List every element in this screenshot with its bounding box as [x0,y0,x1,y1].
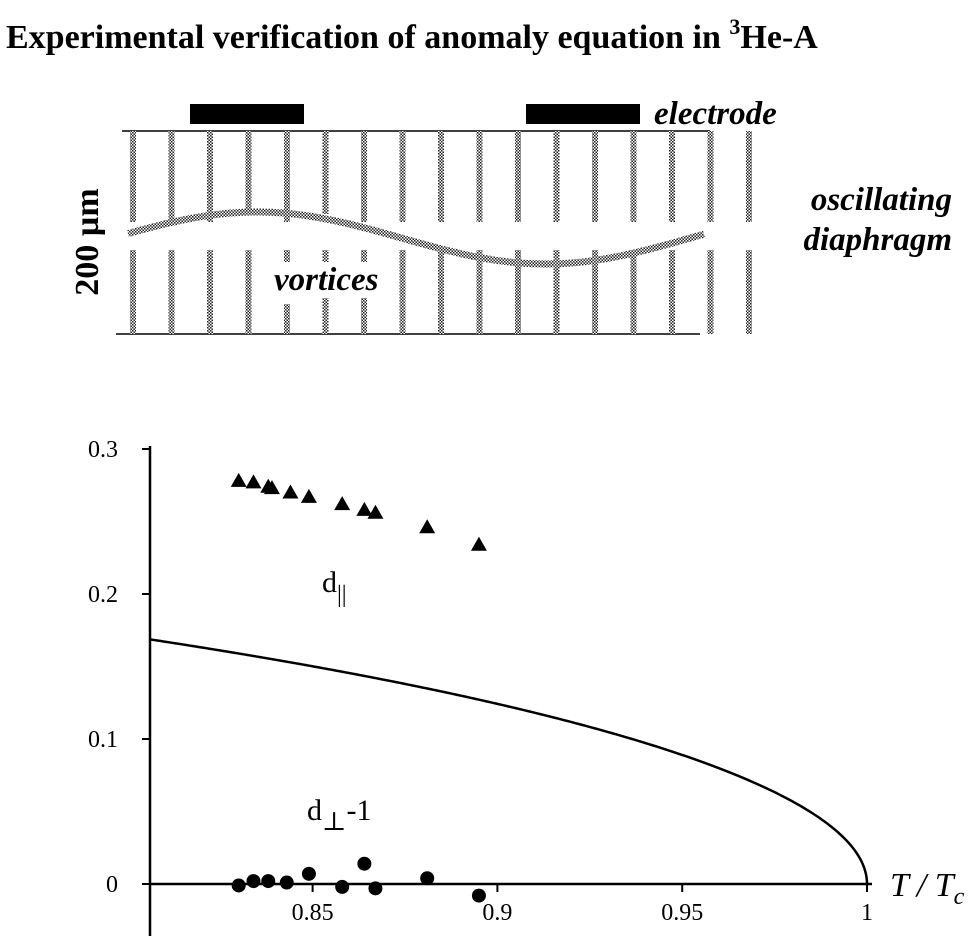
vortex-line [322,131,329,214]
series-label-perp-sub: ⊥ [322,807,346,836]
series-label-parallel: d|| [322,566,347,608]
vortex-line [130,131,136,222]
vortex-line [476,131,483,222]
vortex-line [207,131,213,222]
diaphragm-label-line2: diaphragm [803,222,952,258]
triangle-marker [367,504,384,519]
page-title: Experimental verification of anomaly equ… [6,14,818,57]
electrode-label: electrode [654,96,777,132]
chart: 0.85 0.9 0.95 100.10.20.3 d|| d⊥-1 T / Tc [88,437,965,936]
oscillating-diaphragm-line [127,208,705,268]
electrode-left [190,104,304,124]
triangle-marker [245,474,262,489]
series-label-perp: d⊥-1 [307,794,371,836]
circle-marker [368,881,383,896]
x-tick-label: 0.9 [482,900,512,926]
y-tick-label: 0.1 [88,727,118,753]
title-text: Experimental verification of anomaly equ… [6,19,730,56]
circle-marker [279,875,294,890]
vortex-lines [130,131,752,334]
vortex-line [630,131,637,222]
vortex-line [515,131,521,222]
series-label-perp-tail: -1 [346,794,371,827]
vortex-line [168,131,175,222]
theory-curve [149,638,869,884]
x-axis-title: T / Tc [890,867,965,910]
circle-marker [246,874,261,889]
vortex-line [284,131,290,222]
triangle-marker [263,480,280,495]
y-tick-label: 0.2 [88,582,118,608]
x-axis-title-sub: c [954,884,965,910]
vortex-line [669,131,675,222]
vortex-line [438,250,444,334]
circle-marker [357,856,372,871]
x-tick-label: 0.95 [661,900,703,926]
vortex-line [130,250,136,334]
vortex-line [515,250,521,334]
circle-marker [231,878,246,893]
vortices-label: vortices [272,262,381,298]
vortex-line [399,250,406,334]
title-tail: He-A [740,19,818,56]
triangle-marker [334,496,351,511]
vortex-line [438,131,444,222]
series-label-parallel-main: d [322,566,337,599]
vortex-line [245,250,252,334]
circle-marker [471,888,486,903]
vortex-line [746,131,752,222]
vortex-line [476,250,483,334]
vortex-line [707,250,714,334]
y-tick-label: 0.3 [88,437,118,463]
vortex-line [284,304,290,334]
vortex-line [207,250,213,334]
series-label-parallel-sub: || [337,582,347,608]
triangle-marker [419,519,436,534]
scale-label: 200 µm [28,182,148,302]
axis-ticks: 0.85 0.9 0.95 1 0 0.1 0.2 0.3 [88,437,873,926]
triangle-marker [282,484,299,499]
vortex-line [592,250,598,334]
vortex-line [399,131,406,222]
vortex-line [553,131,560,222]
circle-marker [335,879,350,894]
vortex-line [592,131,598,222]
circle-marker [261,874,276,889]
x-axis-title-main: T / T [890,867,956,904]
title-superscript: 3 [729,14,741,39]
x-tick-label: 1 [861,900,873,926]
vortex-line [630,250,637,334]
triangle-marker [356,501,373,516]
triangle-marker [230,472,247,487]
vortex-line [707,131,714,222]
vortex-line [245,131,252,214]
vortex-line [553,250,560,334]
vortex-line [168,250,175,334]
vortex-line [746,250,752,334]
diaphragm-label-line1: oscillating [810,182,952,218]
circle-marker [420,871,435,886]
data-markers [230,472,487,903]
triangle-marker [300,488,317,503]
electrode-right [526,104,640,124]
y-tick-label: 0 [106,872,118,898]
diaphragm-label: oscillating diaphragm [803,180,952,260]
vortex-line [284,250,290,270]
vortex-line [669,250,675,334]
series-label-perp-main: d [307,794,322,827]
vortex-line [361,131,367,222]
triangle-marker [470,536,487,551]
circle-marker [301,866,316,881]
x-tick-label: 0.85 [292,900,334,926]
scale-label-text: 200 µm [69,188,106,296]
